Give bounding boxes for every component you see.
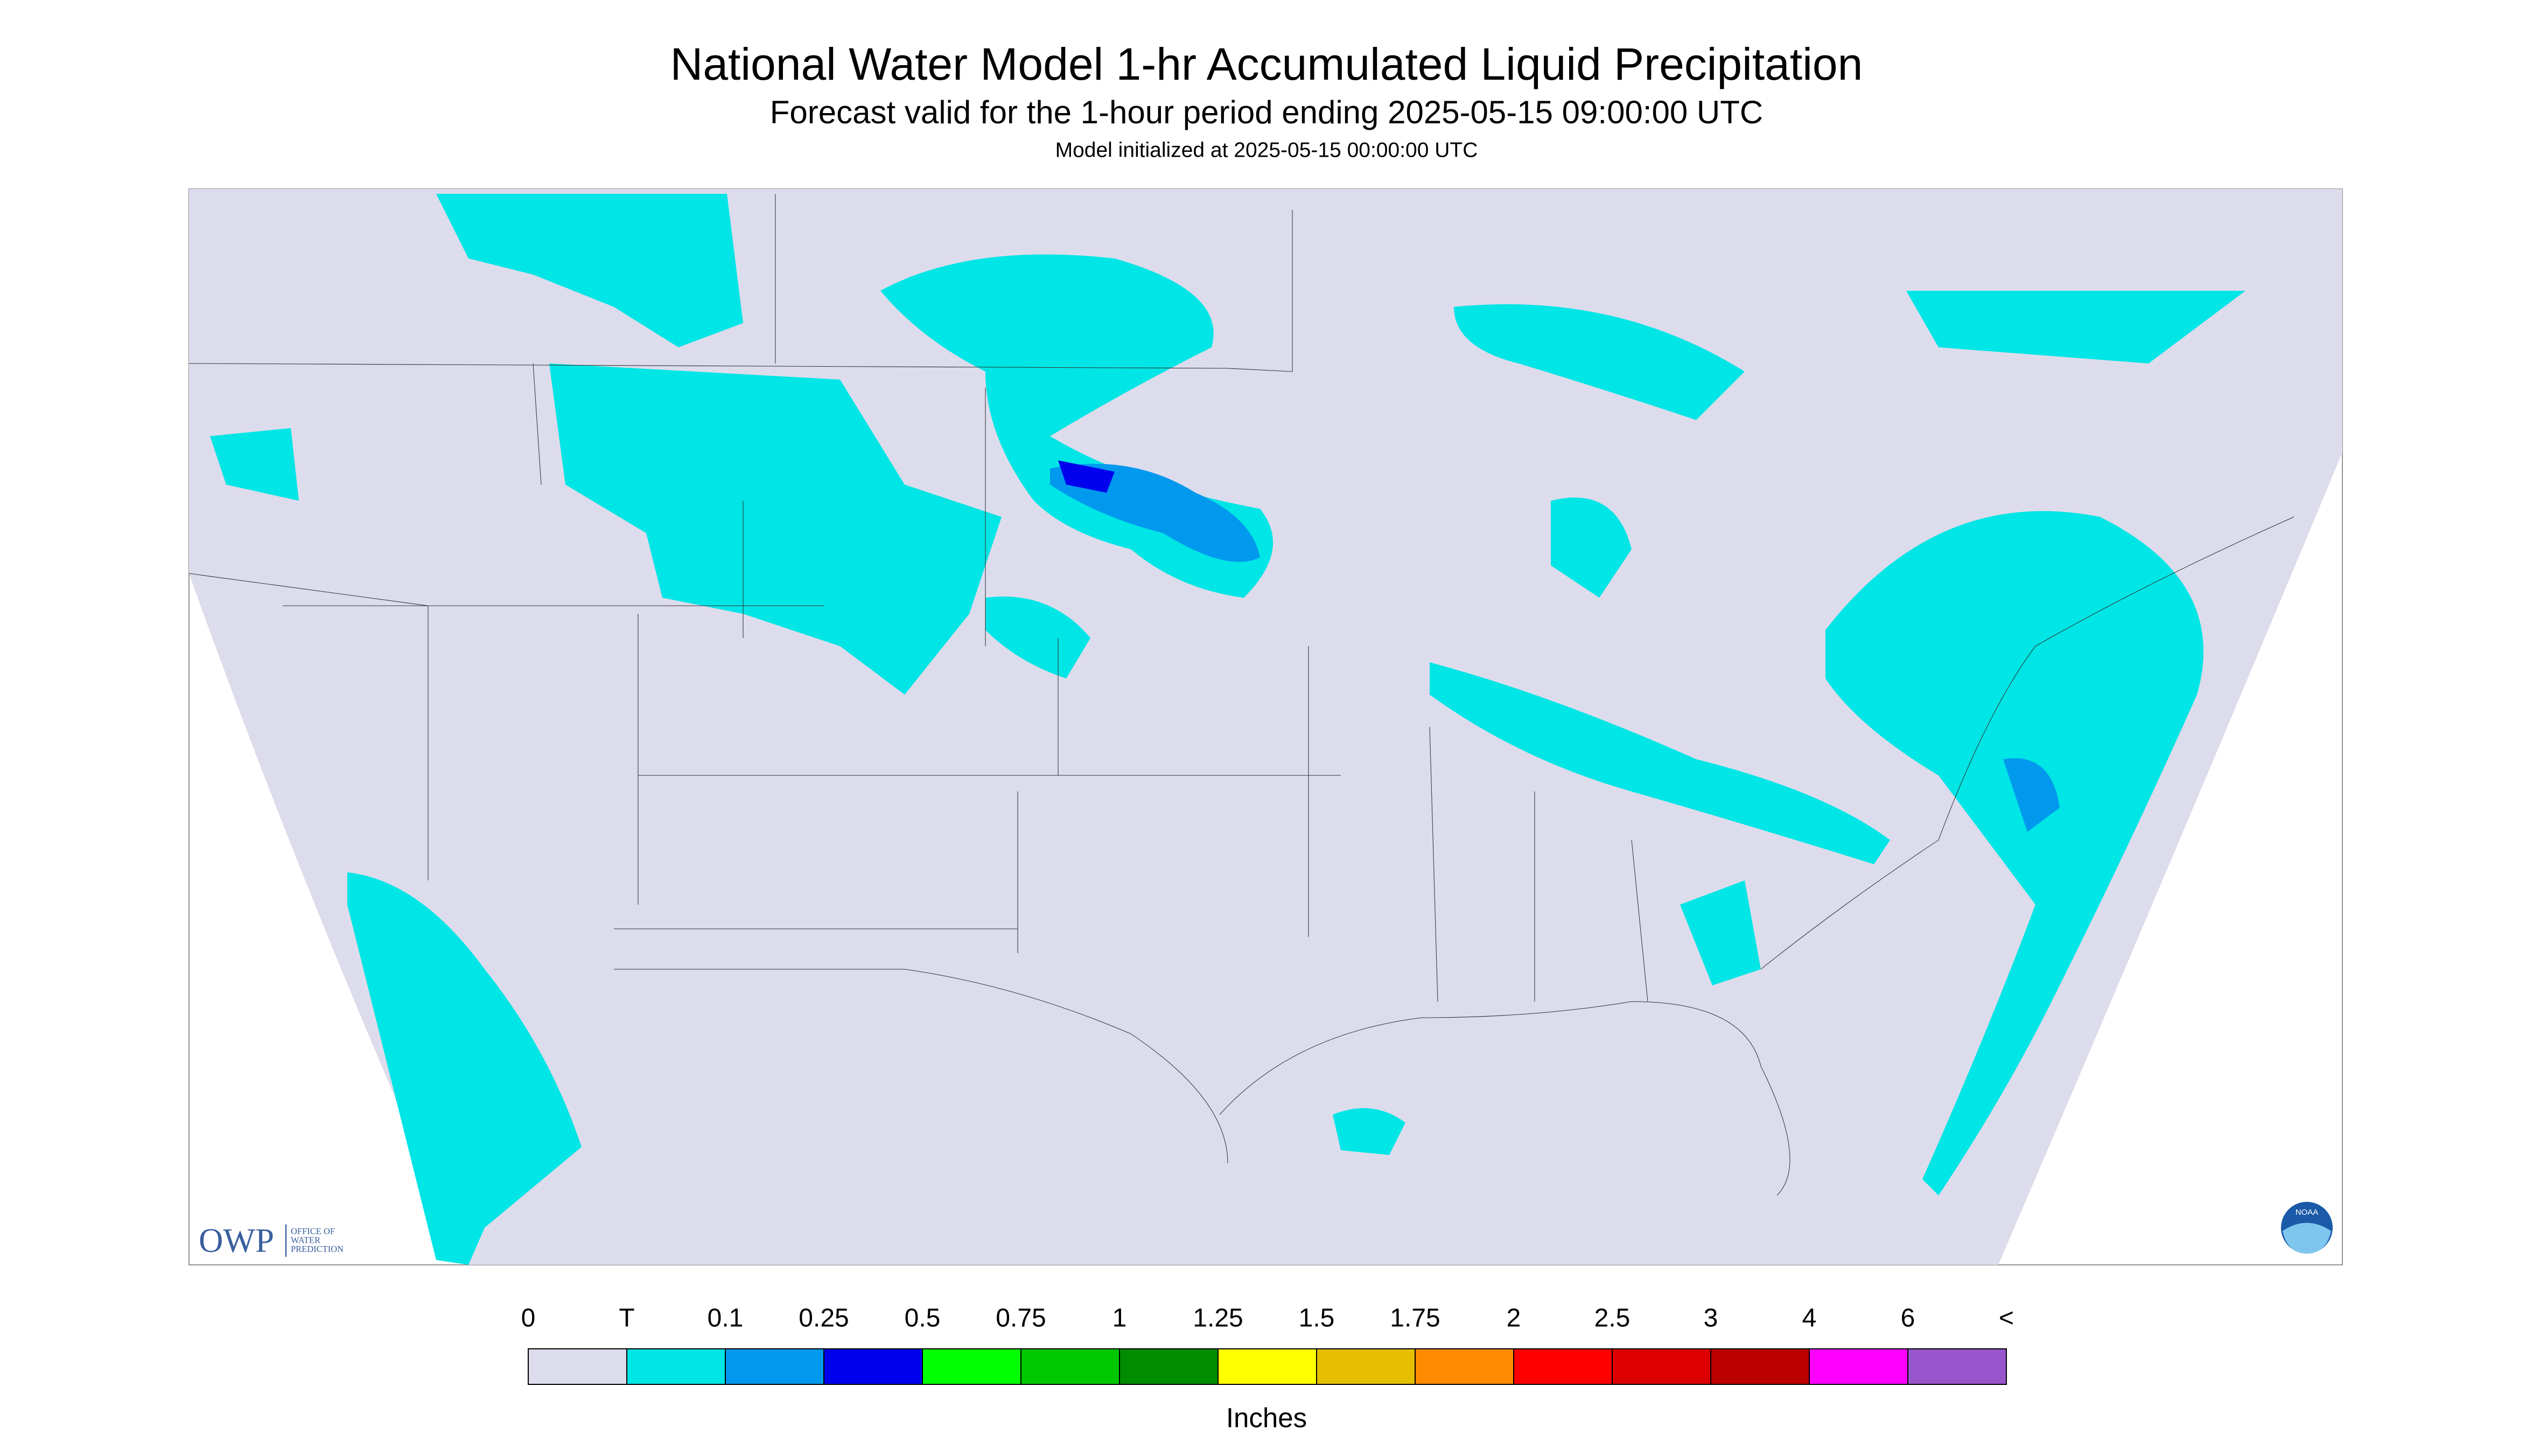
legend-swatch <box>528 1348 627 1385</box>
legend-swatch <box>1612 1348 1711 1385</box>
legend-label: 0.5 <box>905 1304 941 1333</box>
legend-title: Inches <box>1226 1402 1307 1433</box>
legend-swatch <box>1710 1348 1810 1385</box>
legend: 0 T 0.1 0.25 0.5 0.75 1 1.25 1.5 1.75 2 2.5 3 4 6 < <box>521 1304 2014 1385</box>
legend-label: 4 <box>1802 1304 1817 1333</box>
borders <box>188 194 2294 1196</box>
legend-label: 0 <box>521 1304 536 1333</box>
legend-swatch <box>1513 1348 1613 1385</box>
legend-swatch <box>725 1348 824 1385</box>
init-time: Model initialized at 2025-05-15 00:00:00… <box>1055 138 1478 162</box>
legend-swatch <box>1217 1348 1317 1385</box>
legend-label: 6 <box>1901 1304 1915 1333</box>
legend-label: 2.5 <box>1594 1304 1631 1333</box>
legend-label: 1 <box>1112 1304 1127 1333</box>
noaa-logo-wave <box>2283 1223 2331 1254</box>
owp-name: PREDICTION <box>291 1244 344 1254</box>
subtitle: Forecast valid for the 1-hour period end… <box>770 94 1763 130</box>
precipitation <box>210 194 2245 1265</box>
map: OWP OFFICE OF WATER PREDICTION NOAA <box>188 188 2343 1265</box>
legend-swatch <box>1316 1348 1416 1385</box>
legend-label: < <box>1999 1304 2014 1333</box>
legend-label: 1.25 <box>1193 1304 1243 1333</box>
legend-label: 2 <box>1507 1304 1521 1333</box>
title: National Water Model 1-hr Accumulated Li… <box>670 39 1863 89</box>
legend-label: T <box>619 1304 634 1333</box>
legend-label: 3 <box>1704 1304 1718 1333</box>
legend-label: 1.5 <box>1299 1304 1335 1333</box>
legend-swatch <box>1415 1348 1514 1385</box>
legend-swatch <box>922 1348 1021 1385</box>
owp-name: WATER <box>291 1235 320 1245</box>
owp-name: OFFICE OF <box>291 1226 335 1236</box>
legend-swatch <box>1119 1348 1219 1385</box>
legend-swatch <box>823 1348 923 1385</box>
legend-label: 0.1 <box>708 1304 744 1333</box>
noaa-text: NOAA <box>2296 1208 2319 1217</box>
legend-swatch <box>1809 1348 1908 1385</box>
legend-swatch <box>1907 1348 2007 1385</box>
legend-swatch <box>1020 1348 1120 1385</box>
legend-label: 1.75 <box>1390 1304 1440 1333</box>
owp-logo: OWP <box>199 1222 274 1259</box>
legend-label: 0.75 <box>996 1304 1046 1333</box>
legend-label: 0.25 <box>799 1304 849 1333</box>
legend-swatch <box>626 1348 726 1385</box>
